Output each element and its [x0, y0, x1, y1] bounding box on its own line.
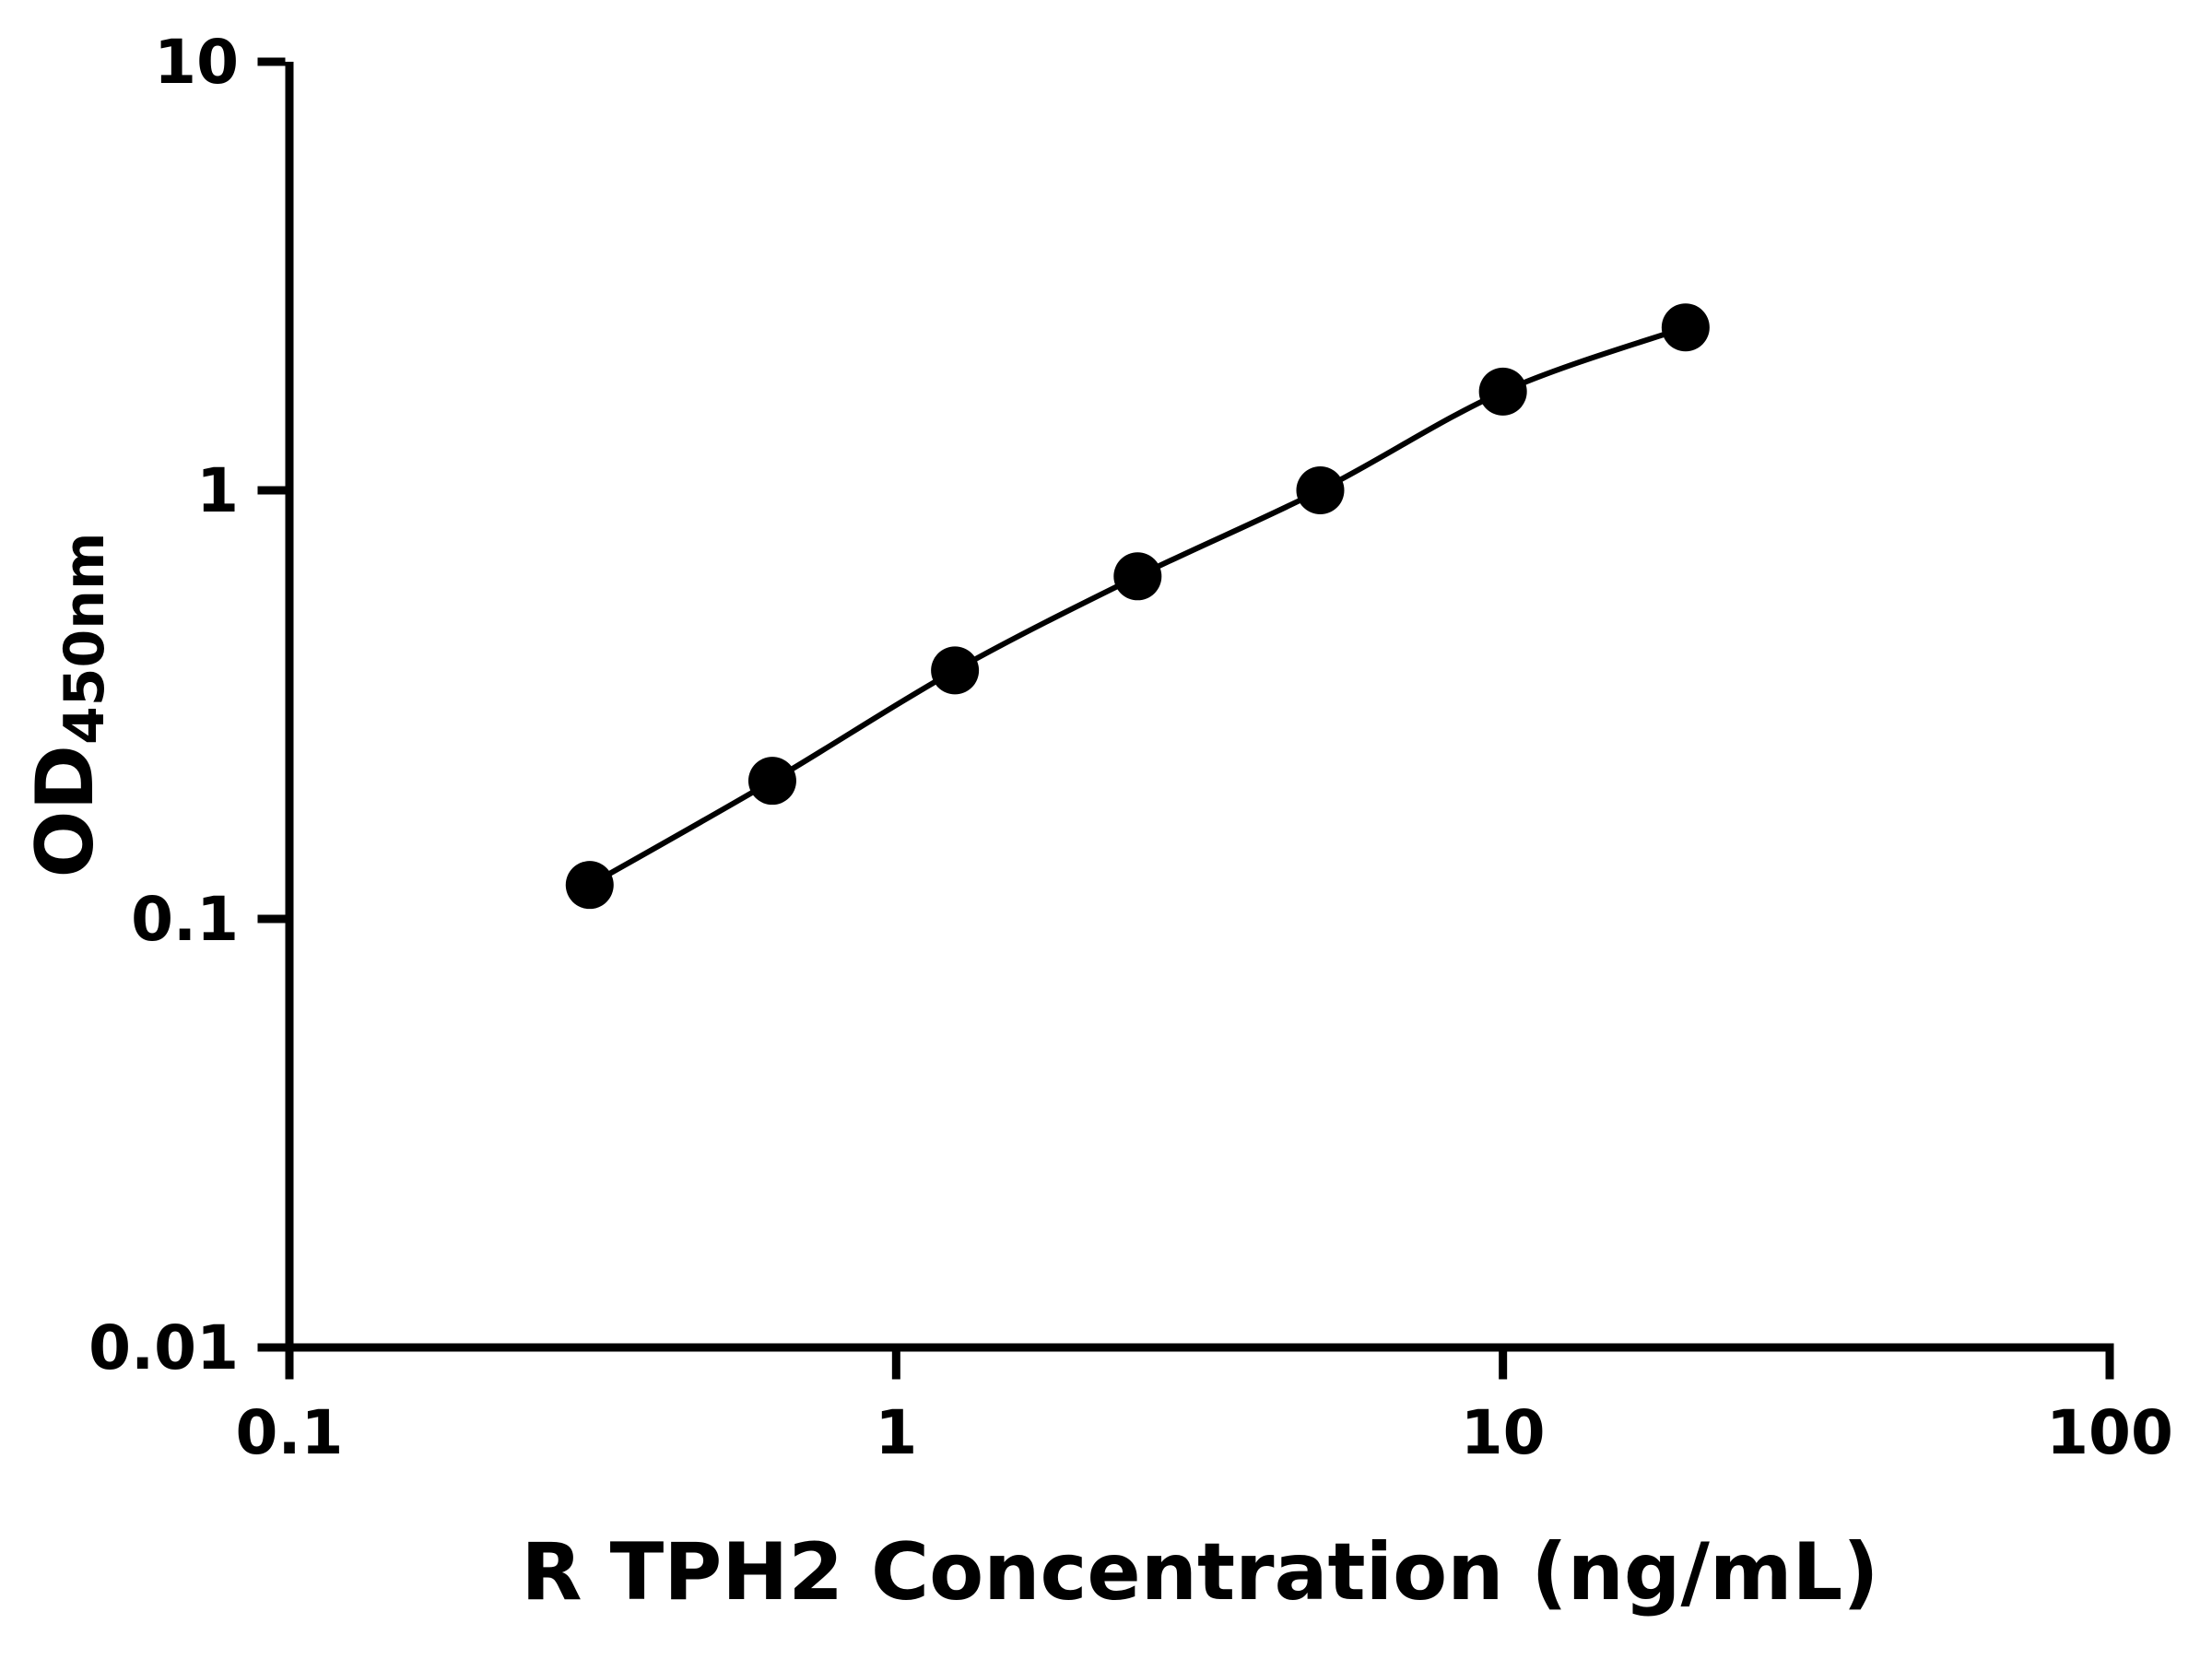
series-group [565, 303, 1710, 910]
y-tick-label: 0.1 [131, 884, 239, 955]
data-point [1113, 552, 1162, 601]
y-axis-title-main: OD [19, 745, 112, 878]
tick-marks-group [257, 57, 2114, 1380]
standard-curve-line [588, 324, 1687, 888]
data-point [1478, 367, 1527, 416]
y-axis-title: OD450nm [19, 533, 117, 878]
data-point [747, 757, 796, 806]
data-point [1296, 466, 1345, 514]
data-point [931, 646, 980, 695]
y-tick-label: 0.01 [88, 1312, 239, 1383]
axes-group [285, 62, 2114, 1352]
x-tick-label: 1 [875, 1397, 917, 1468]
x-tick-label: 10 [1461, 1397, 1546, 1468]
tick-labels-group: 0.1 1 10 100 0.01 0.1 1 10 [88, 27, 2173, 1468]
data-point [1661, 303, 1710, 352]
y-tick-label: 1 [196, 455, 239, 526]
x-axis-title: R TPH2 Concentration (ng/mL) [521, 1526, 1878, 1618]
x-tick-label: 0.1 [236, 1397, 344, 1468]
data-point [565, 861, 614, 910]
x-tick-label: 100 [2046, 1397, 2173, 1468]
y-tick-label: 10 [154, 27, 239, 98]
y-axis-title-sub: 450nm [53, 533, 117, 745]
